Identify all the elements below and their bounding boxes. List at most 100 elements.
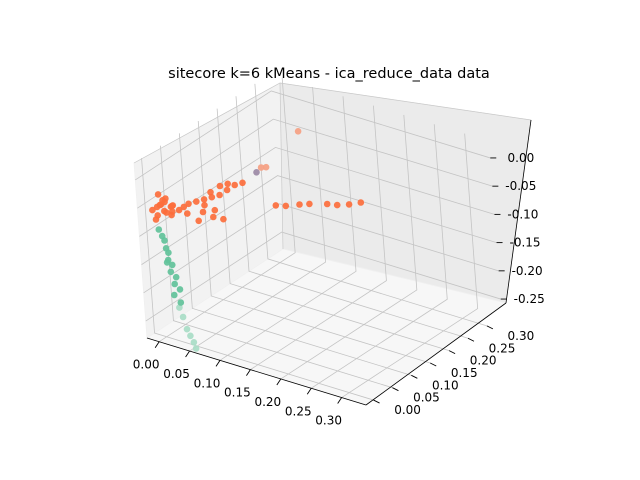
- data-point: [223, 186, 231, 194]
- y-tick-label: 0.00: [394, 403, 421, 417]
- data-point: [199, 208, 207, 216]
- data-point: [323, 200, 331, 208]
- y-tick: [486, 325, 494, 330]
- z-grid-line: [141, 175, 497, 265]
- data-point: [184, 210, 191, 217]
- z-tick-label: -0.10: [507, 207, 538, 221]
- data-point: [192, 345, 200, 352]
- data-point: [183, 325, 191, 333]
- x-tick: [337, 397, 343, 404]
- data-point: [163, 209, 170, 216]
- y-tick-label: 0.05: [413, 391, 440, 405]
- x-tick: [185, 350, 190, 358]
- y-tick-label: 0.10: [432, 378, 459, 392]
- data-point: [239, 179, 246, 187]
- data-point: [171, 280, 178, 288]
- z-tick-label: -0.25: [514, 292, 545, 306]
- data-point: [169, 208, 176, 215]
- data-point: [216, 191, 223, 199]
- x-tick: [215, 360, 221, 367]
- data-point: [357, 199, 365, 206]
- data-point: [195, 217, 202, 225]
- chart-title: sitecore k=6 kMeans - ica_reduce_data da…: [168, 66, 490, 82]
- data-point: [172, 273, 180, 281]
- data-point: [162, 245, 170, 252]
- data-point: [210, 213, 217, 221]
- data-point: [176, 286, 184, 293]
- data-point: [175, 206, 183, 214]
- z-grid-line: [145, 231, 501, 322]
- x-tick-label: 0.30: [315, 414, 342, 428]
- z-tick-label: 0.00: [508, 151, 535, 165]
- data-point: [224, 180, 231, 188]
- data-point: [216, 182, 224, 190]
- y-tick-label: 0.20: [470, 354, 497, 368]
- z-grid-line: [143, 203, 499, 294]
- axes: [146, 119, 532, 406]
- y-tick: [392, 387, 399, 392]
- data-point: [272, 202, 280, 209]
- z-tick-label: -0.20: [512, 264, 543, 278]
- data-point: [176, 304, 183, 311]
- z-axis-line: [505, 119, 532, 304]
- x-tick: [246, 369, 251, 376]
- x-tick-label: 0.25: [285, 404, 312, 418]
- z-grid-line: [135, 90, 491, 181]
- data-point: [169, 261, 176, 269]
- x-tick-label: 0.15: [224, 386, 251, 400]
- y-grid-line: [254, 83, 488, 327]
- tick-labels: 0.000.050.100.150.200.250.300.000.050.10…: [133, 151, 545, 428]
- data-point: [208, 193, 216, 201]
- x-tick-label: 0.20: [254, 395, 281, 409]
- y-tick-label: 0.30: [508, 329, 535, 343]
- data-point: [154, 191, 162, 198]
- data-point: [193, 198, 200, 205]
- x-axis-line: [146, 337, 367, 406]
- data-point: [220, 215, 227, 223]
- data-point: [179, 313, 187, 321]
- y-grid-line: [216, 108, 450, 351]
- data-point: [187, 332, 194, 340]
- x-tick-label: 0.00: [133, 358, 160, 372]
- x-tick: [306, 388, 312, 395]
- z-tick-label: -0.05: [505, 179, 536, 193]
- y-tick: [430, 362, 437, 367]
- data-point: [185, 200, 192, 208]
- data-point: [167, 268, 175, 276]
- y-grid-line: [178, 133, 412, 376]
- data-point: [257, 164, 265, 171]
- y-grid-line: [197, 120, 431, 364]
- data-point: [200, 196, 208, 203]
- y-axis-line: [365, 302, 507, 406]
- x-tick: [154, 341, 160, 348]
- x-tick: [276, 378, 282, 386]
- data-point: [345, 201, 353, 208]
- data-point: [262, 163, 270, 171]
- data-point: [190, 339, 198, 346]
- data-point: [306, 200, 313, 208]
- y-tick: [411, 374, 418, 379]
- data-point: [294, 128, 302, 135]
- data-point: [201, 201, 208, 209]
- data-point: [296, 201, 303, 208]
- pane-corner-edge: [279, 82, 284, 250]
- data-point: [155, 226, 163, 233]
- y-grid-line: [141, 158, 374, 401]
- data-point: [164, 256, 172, 264]
- data-point: [149, 206, 156, 214]
- data-point: [253, 169, 260, 176]
- x-tick-label: 0.10: [194, 376, 221, 390]
- y-tick: [467, 337, 475, 342]
- y-grid-line: [235, 96, 469, 339]
- x-tick-label: 0.05: [163, 367, 190, 381]
- data-point: [158, 232, 166, 240]
- y-tick-label: 0.15: [451, 366, 478, 380]
- scatter-points: [149, 128, 365, 352]
- z-grid-line: [137, 118, 493, 209]
- data-point: [282, 202, 290, 210]
- y-tick: [448, 350, 456, 355]
- data-point: [152, 216, 160, 223]
- data-point: [333, 201, 341, 209]
- data-point: [169, 202, 177, 209]
